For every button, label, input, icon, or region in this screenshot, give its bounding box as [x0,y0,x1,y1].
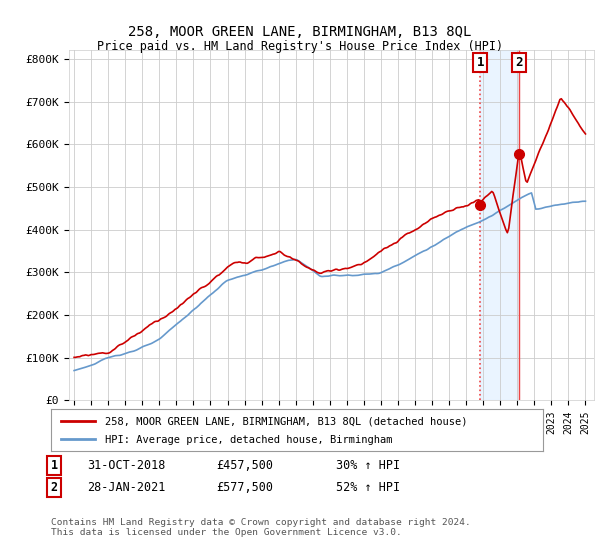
Text: HPI: Average price, detached house, Birmingham: HPI: Average price, detached house, Birm… [105,435,392,445]
Text: Contains HM Land Registry data © Crown copyright and database right 2024.
This d: Contains HM Land Registry data © Crown c… [51,518,471,538]
Text: £457,500: £457,500 [216,459,273,473]
Text: 258, MOOR GREEN LANE, BIRMINGHAM, B13 8QL: 258, MOOR GREEN LANE, BIRMINGHAM, B13 8Q… [128,25,472,39]
Text: 30% ↑ HPI: 30% ↑ HPI [336,459,400,473]
Text: 2: 2 [515,56,523,69]
Text: 52% ↑ HPI: 52% ↑ HPI [336,480,400,494]
Bar [481,50,518,400]
Text: 1: 1 [476,56,484,69]
Text: 258, MOOR GREEN LANE, BIRMINGHAM, B13 8QL (detached house): 258, MOOR GREEN LANE, BIRMINGHAM, B13 8Q… [105,417,467,426]
Text: 2: 2 [50,480,58,494]
Text: 1: 1 [50,459,58,473]
Text: 28-JAN-2021: 28-JAN-2021 [87,480,166,494]
Text: Price paid vs. HM Land Registry's House Price Index (HPI): Price paid vs. HM Land Registry's House … [97,40,503,53]
Text: £577,500: £577,500 [216,480,273,494]
Text: 31-OCT-2018: 31-OCT-2018 [87,459,166,473]
